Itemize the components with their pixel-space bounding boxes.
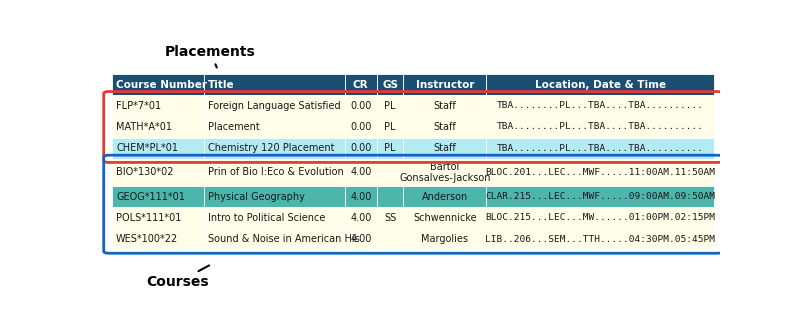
FancyBboxPatch shape [205, 207, 345, 228]
FancyBboxPatch shape [345, 207, 377, 228]
Text: TBA........PL...TBA....TBA..........: TBA........PL...TBA....TBA.......... [497, 123, 704, 131]
FancyBboxPatch shape [403, 116, 486, 138]
Text: POLS*111*01: POLS*111*01 [116, 213, 182, 223]
Text: SS: SS [384, 213, 396, 223]
FancyBboxPatch shape [403, 207, 486, 228]
Text: CHEM*PL*01: CHEM*PL*01 [116, 143, 178, 153]
FancyBboxPatch shape [377, 207, 403, 228]
Text: Schwennicke: Schwennicke [413, 213, 477, 223]
FancyBboxPatch shape [377, 95, 403, 116]
FancyBboxPatch shape [345, 186, 377, 207]
FancyBboxPatch shape [486, 228, 714, 250]
FancyBboxPatch shape [112, 186, 205, 207]
FancyBboxPatch shape [403, 138, 486, 159]
Text: Placement: Placement [208, 122, 260, 132]
Text: Placements: Placements [165, 45, 256, 68]
Text: GEOG*111*01: GEOG*111*01 [116, 192, 185, 202]
Text: Instructor: Instructor [416, 80, 474, 90]
FancyBboxPatch shape [403, 186, 486, 207]
FancyBboxPatch shape [205, 138, 345, 159]
FancyBboxPatch shape [345, 228, 377, 250]
FancyBboxPatch shape [345, 138, 377, 159]
FancyBboxPatch shape [377, 116, 403, 138]
FancyBboxPatch shape [205, 95, 345, 116]
Text: Staff: Staff [434, 122, 456, 132]
Text: Margolies: Margolies [422, 234, 469, 244]
FancyBboxPatch shape [205, 186, 345, 207]
Text: Foreign Language Satisfied: Foreign Language Satisfied [208, 101, 341, 111]
Text: Title: Title [208, 80, 234, 90]
Text: MATH*A*01: MATH*A*01 [116, 122, 172, 132]
Text: Chemistry 120 Placement: Chemistry 120 Placement [208, 143, 334, 153]
Text: BLOC.201...LEC...MWF.....11:00AM.11:50AM: BLOC.201...LEC...MWF.....11:00AM.11:50AM [485, 168, 715, 177]
FancyBboxPatch shape [486, 207, 714, 228]
Text: 4.00: 4.00 [350, 234, 371, 244]
Text: FLP*7*01: FLP*7*01 [116, 101, 162, 111]
Text: LIB..206...SEM...TTH.....04:30PM.05:45PM: LIB..206...SEM...TTH.....04:30PM.05:45PM [485, 235, 715, 244]
Text: 0.00: 0.00 [350, 101, 371, 111]
FancyBboxPatch shape [345, 116, 377, 138]
Text: BIO*130*02: BIO*130*02 [116, 167, 174, 177]
FancyBboxPatch shape [486, 95, 714, 116]
FancyBboxPatch shape [377, 228, 403, 250]
FancyBboxPatch shape [345, 95, 377, 116]
Text: CR: CR [353, 80, 369, 90]
Text: Intro to Political Science: Intro to Political Science [208, 213, 326, 223]
FancyBboxPatch shape [377, 138, 403, 159]
Text: PL: PL [385, 122, 396, 132]
Text: 4.00: 4.00 [350, 167, 371, 177]
FancyBboxPatch shape [112, 95, 205, 116]
FancyBboxPatch shape [112, 138, 205, 159]
Text: Staff: Staff [434, 143, 456, 153]
FancyBboxPatch shape [403, 95, 486, 116]
Text: Bartol
Gonsalves-Jackson: Bartol Gonsalves-Jackson [399, 162, 490, 183]
FancyBboxPatch shape [486, 116, 714, 138]
FancyBboxPatch shape [403, 159, 486, 186]
Text: TBA........PL...TBA....TBA..........: TBA........PL...TBA....TBA.......... [497, 101, 704, 110]
FancyBboxPatch shape [205, 159, 345, 186]
FancyBboxPatch shape [112, 116, 205, 138]
Text: Staff: Staff [434, 101, 456, 111]
Text: Courses: Courses [146, 265, 209, 289]
FancyBboxPatch shape [403, 74, 486, 95]
Text: 0.00: 0.00 [350, 143, 371, 153]
FancyBboxPatch shape [377, 186, 403, 207]
FancyBboxPatch shape [112, 207, 205, 228]
Text: Sound & Noise in American His: Sound & Noise in American His [208, 234, 360, 244]
FancyBboxPatch shape [486, 186, 714, 207]
Text: BLOC.215...LEC...MW......01:00PM.02:15PM: BLOC.215...LEC...MW......01:00PM.02:15PM [485, 213, 715, 222]
FancyBboxPatch shape [205, 228, 345, 250]
Text: Location, Date & Time: Location, Date & Time [534, 80, 666, 90]
Text: Physical Geography: Physical Geography [208, 192, 305, 202]
Text: PL: PL [385, 143, 396, 153]
FancyBboxPatch shape [486, 159, 714, 186]
Text: GS: GS [382, 80, 398, 90]
Text: 0.00: 0.00 [350, 122, 371, 132]
FancyBboxPatch shape [112, 228, 205, 250]
Text: TBA........PL...TBA....TBA..........: TBA........PL...TBA....TBA.......... [497, 144, 704, 153]
Text: Course Number: Course Number [116, 80, 207, 90]
FancyBboxPatch shape [486, 74, 714, 95]
FancyBboxPatch shape [112, 159, 205, 186]
FancyBboxPatch shape [112, 74, 205, 95]
FancyBboxPatch shape [377, 74, 403, 95]
FancyBboxPatch shape [486, 138, 714, 159]
FancyBboxPatch shape [345, 74, 377, 95]
Text: Anderson: Anderson [422, 192, 468, 202]
Text: CLAR.215...LEC...MWF.....09:00AM.09:50AM: CLAR.215...LEC...MWF.....09:00AM.09:50AM [485, 192, 715, 201]
Text: PL: PL [385, 101, 396, 111]
FancyBboxPatch shape [403, 228, 486, 250]
FancyBboxPatch shape [205, 116, 345, 138]
Text: Prin of Bio I:Eco & Evolution: Prin of Bio I:Eco & Evolution [208, 167, 344, 177]
FancyBboxPatch shape [377, 159, 403, 186]
Text: WES*100*22: WES*100*22 [116, 234, 178, 244]
FancyBboxPatch shape [345, 159, 377, 186]
FancyBboxPatch shape [205, 74, 345, 95]
Text: 4.00: 4.00 [350, 192, 371, 202]
Text: 4.00: 4.00 [350, 213, 371, 223]
